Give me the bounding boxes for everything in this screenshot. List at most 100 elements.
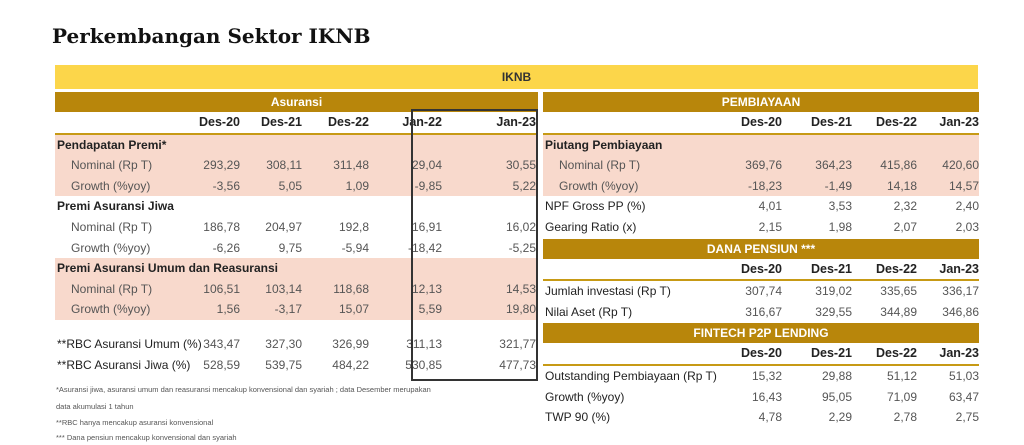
pembiayaan-cell: 2,15 [758,219,782,234]
asuransi-cell: 14,53 [505,281,536,296]
asuransi-row [55,320,538,334]
asuransi-header: Asuransi [55,92,538,112]
asuransi-cell: 186,78 [203,219,240,234]
asuransi-cell: 308,11 [266,158,302,173]
asuransi-row: Pendapatan Premi* [55,134,538,156]
asuransi-col-jan-23: Jan-23 [496,115,536,129]
fintech-col-des-22: Des-22 [876,346,917,361]
asuransi-cell: 103,14 [265,281,302,296]
fintech-cell: 51,03 [948,368,979,383]
pembiayaan-col-des-21: Des-21 [811,115,852,129]
asuransi-cell: 530,85 [405,357,442,372]
asuransi-row: **RBC Asuransi Jiwa (%) 528,59 539,75 484,2… [55,355,538,376]
fintech-row-label: TWP 90 (%) [545,410,611,425]
asuransi-row-label: **RBC Asuransi Umum (%) [57,336,202,351]
dana_pensiun-col-des-20: Des-20 [741,261,782,276]
asuransi-cell: 326,99 [332,336,369,351]
pembiayaan-row: Nominal (Rp T) 369,76 364,23 415,86 420,60 [543,155,979,176]
pembiayaan-cell: 369,76 [745,158,782,173]
right-tables: PEMBIAYAAN Des-20 Des-21 Des-22 Jan-23 Piuta… [543,92,979,428]
asuransi-cell: 5,22 [512,178,536,193]
pembiayaan-col-des-22: Des-22 [876,115,917,129]
asuransi-cell: 343,47 [203,336,240,351]
pembiayaan-row-label: NPF Gross PP (%) [545,199,646,214]
pembiayaan-cell: 14,57 [948,178,979,193]
pembiayaan-header: PEMBIAYAAN [543,92,979,112]
asuransi-cell: 539,75 [265,357,302,372]
asuransi-row-label: Nominal (Rp T) [71,281,153,296]
dana-pensiun-header: DANA PENSIUN *** [543,238,979,259]
pembiayaan-cell: 415,86 [880,158,917,173]
asuransi-table: Asuransi Des-20 Des-21 Des-22 Jan-22 Jan-23 P… [55,92,538,375]
page-title: Perkembangan Sektor IKNB [52,24,371,48]
fintech-cell: 2,75 [955,410,979,425]
dana_pensiun-cell: 344,89 [880,304,917,319]
fintech-cell: 51,12 [886,368,917,383]
pembiayaan-cell: 420,60 [942,158,979,173]
pembiayaan-column-header-row: Des-20 Des-21 Des-22 Jan-23 [543,112,979,135]
dana_pensiun-row: Jumlah investasi (Rp T) 307,74 319,02 335,6… [543,281,979,302]
fintech-row: TWP 90 (%) 4,78 2,29 2,78 2,75 [543,407,979,428]
iknb-header-bar: IKNB [55,65,978,89]
asuransi-row-label: **RBC Asuransi Jiwa (%) [57,357,191,372]
pembiayaan-row: Gearing Ratio (x) 2,15 1,98 2,07 2,03 [543,217,979,238]
asuransi-cell: -9,85 [414,178,442,193]
fintech-row: Growth (%yoy) 16,43 95,05 71,09 63,47 [543,387,979,408]
asuransi-col-jan-22: Jan-22 [402,115,442,129]
pembiayaan-cell: 4,01 [758,199,782,214]
asuransi-cell: -6,26 [212,240,240,255]
pembiayaan-cell: 14,18 [886,178,917,193]
asuransi-column-header-row: Des-20 Des-21 Des-22 Jan-22 Jan-23 [55,112,538,135]
dana_pensiun-cell: 329,55 [815,304,852,319]
dana_pensiun-row-label: Nilai Aset (Rp T) [545,304,633,319]
dana_pensiun-cell: 316,67 [745,304,782,319]
dana_pensiun-cell: 319,02 [815,284,852,299]
asuransi-row-label: Growth (%yoy) [71,240,151,255]
asuransi-cell: 118,68 [333,281,369,296]
asuransi-cell: -18,42 [407,240,442,255]
dana_pensiun-column-header-row: Des-20 Des-21 Des-22 Jan-23 [543,259,979,282]
pembiayaan-cell: 2,32 [893,199,917,214]
asuransi-row-label: Nominal (Rp T) [71,219,153,234]
asuransi-cell: 311,48 [333,158,369,173]
asuransi-row-label: Premi Asuransi Umum dan Reasuransi [57,261,278,276]
asuransi-cell: 9,75 [278,240,302,255]
fintech-cell: 15,32 [751,368,782,383]
asuransi-cell: 484,22 [332,357,369,372]
pembiayaan-row-label: Growth (%yoy) [559,178,639,193]
pembiayaan-cell: 364,23 [815,158,852,173]
asuransi-row: Premi Asuransi Jiwa [55,196,538,217]
asuransi-row: Nominal (Rp T) 293,29 308,11 311,48 29,04 30,… [55,155,538,176]
asuransi-cell: 528,59 [203,357,240,372]
asuransi-cell: 19,80 [505,302,536,317]
asuransi-cell: 15,07 [338,302,369,317]
fintech-cell: 2,78 [893,410,917,425]
asuransi-cell: 192,8 [338,219,369,234]
footnote-2: data akumulasi 1 tahun [56,402,134,411]
asuransi-cell: 16,91 [411,219,442,234]
asuransi-col-des-20: Des-20 [199,115,240,129]
asuransi-row-label: Nominal (Rp T) [71,158,153,173]
fintech-cell: 16,43 [751,389,782,404]
dana_pensiun-cell: 307,74 [745,284,782,299]
fintech-col-des-21: Des-21 [811,346,852,361]
pembiayaan-row-label: Gearing Ratio (x) [545,219,637,234]
fintech-cell: 71,09 [886,389,917,404]
fintech-row-label: Growth (%yoy) [545,389,625,404]
dana_pensiun-cell: 336,17 [942,284,979,299]
asuransi-row: Nominal (Rp T) 106,51 103,14 118,68 12,13 14,… [55,278,538,300]
pembiayaan-col-jan-23: Jan-23 [939,115,979,129]
fintech-col-des-20: Des-20 [741,346,782,361]
asuransi-col-des-21: Des-21 [261,115,302,129]
dana_pensiun-col-jan-23: Jan-23 [939,261,979,276]
fintech-cell: 2,29 [828,410,852,425]
fintech-col-jan-23: Jan-23 [939,346,979,361]
fintech-cell: 4,78 [758,410,782,425]
asuransi-cell: -3,56 [212,178,240,193]
fintech-cell: 29,88 [821,368,852,383]
asuransi-cell: 5,05 [278,178,302,193]
asuransi-cell: 1,56 [216,302,240,317]
asuransi-cell: 293,29 [203,158,240,173]
asuransi-row: Growth (%yoy) -3,56 5,05 1,09 -9,85 5,22 [55,175,538,197]
pembiayaan-cell: -18,23 [747,178,782,193]
